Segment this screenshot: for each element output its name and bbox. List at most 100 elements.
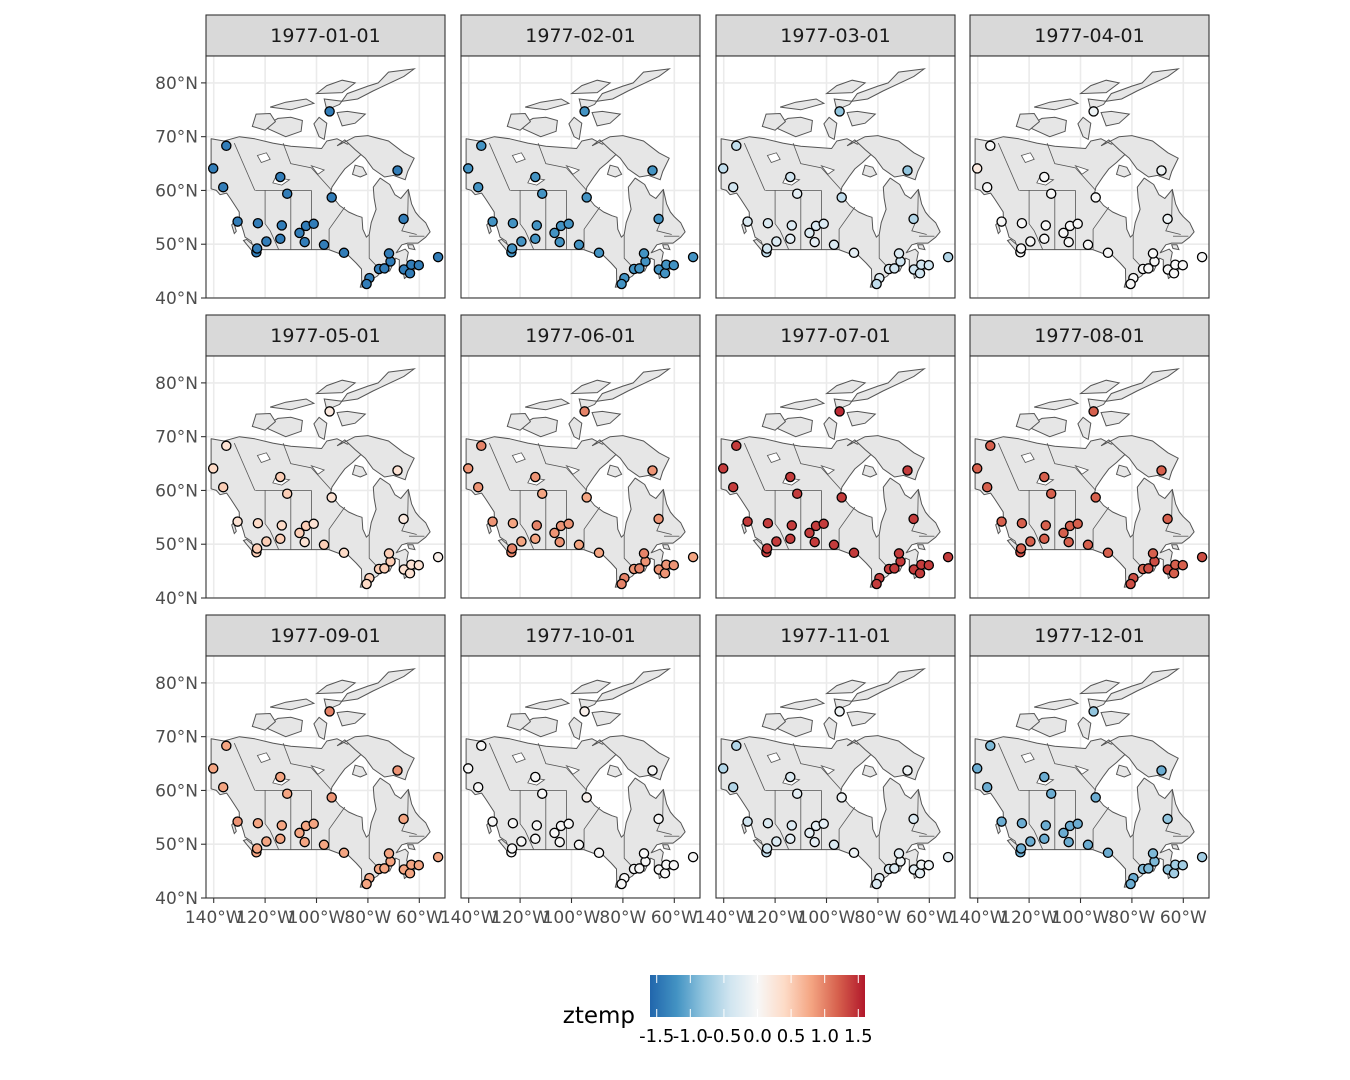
station-point (379, 563, 390, 574)
province-border (1028, 490, 1044, 550)
island (661, 244, 671, 251)
station-point (902, 765, 913, 776)
island (823, 716, 838, 741)
station-point (275, 771, 286, 783)
station-point (616, 278, 627, 290)
station-point (1088, 406, 1099, 417)
province-border (1092, 806, 1110, 850)
station-point (432, 851, 444, 863)
station-point (981, 181, 993, 193)
island (1170, 544, 1180, 551)
station-point (1040, 520, 1052, 531)
canada-mainland (465, 436, 686, 588)
island (336, 710, 367, 727)
canada-mainland (974, 736, 1195, 888)
station-point (1040, 220, 1052, 231)
facet-strip-label: 1977-04-01 (1034, 25, 1144, 47)
station-point (647, 165, 658, 176)
island (823, 116, 838, 141)
province-border (774, 790, 790, 850)
station-point (217, 181, 229, 193)
lake (820, 464, 836, 475)
panel-content (461, 656, 700, 898)
station-point (472, 781, 484, 793)
province-border (774, 490, 790, 550)
station-point (207, 763, 219, 774)
station-point (361, 278, 372, 290)
station-point (761, 543, 773, 554)
station-point (536, 488, 548, 499)
station-point (379, 863, 390, 874)
facet-strip (460, 314, 701, 357)
lake (766, 152, 781, 163)
facet-panel: 1977-09-01 (205, 614, 446, 899)
station-point (516, 836, 527, 847)
station-point (507, 517, 519, 529)
legend-tick-label: -0.5 (706, 1026, 741, 1047)
island (823, 416, 838, 441)
island (1087, 668, 1181, 711)
island (323, 368, 417, 411)
panel-border (715, 55, 956, 299)
station-point (324, 406, 335, 417)
station-point (275, 233, 286, 245)
station-point (836, 492, 847, 503)
y-tick-label: 70°N (155, 128, 198, 148)
station-point (294, 227, 305, 239)
facet-strip-label: 1977-07-01 (780, 325, 890, 347)
station-point (579, 406, 590, 417)
station-point (383, 548, 395, 559)
lake (1074, 464, 1090, 475)
station-point (818, 218, 829, 230)
station-point (516, 236, 527, 247)
station-point (834, 406, 845, 417)
island (578, 68, 672, 111)
panel-content (206, 656, 445, 898)
station-point (361, 878, 372, 890)
station-point (923, 859, 935, 871)
island (761, 712, 787, 731)
x-tick-label: 60°W (396, 908, 443, 928)
station-point (804, 527, 815, 539)
station-point (275, 171, 286, 183)
province-border (1046, 142, 1096, 191)
province-border (328, 506, 346, 550)
province-border (519, 490, 535, 550)
station-point (472, 181, 484, 193)
island (351, 764, 368, 778)
station-point (785, 771, 796, 783)
station-point (942, 551, 954, 563)
legend-ticks: -1.5-1.0-0.5 0.0 0.5 1.0 1.5 (639, 975, 873, 1047)
station-point (1025, 836, 1036, 847)
station-point (392, 765, 403, 776)
province-border (838, 506, 856, 550)
station-point (326, 492, 337, 503)
facet-panel: 1977-08-01 (969, 314, 1210, 599)
island (351, 464, 368, 478)
station-point (579, 106, 590, 117)
color-legend: ztemp -1.5-1.0-0.5 0.0 0.5 1.0 1.5 (563, 975, 873, 1047)
station-point (1177, 559, 1189, 571)
station-point (462, 463, 474, 474)
island (314, 379, 357, 395)
facet-strip-label: 1977-02-01 (525, 25, 635, 47)
station-point (232, 816, 243, 827)
panel-border (205, 355, 446, 599)
station-point (221, 740, 232, 752)
station-point (1015, 543, 1027, 554)
y-tick-label: 70°N (155, 728, 198, 748)
station-point (432, 551, 444, 563)
province-border (488, 142, 511, 191)
station-point (848, 247, 860, 259)
station-point (785, 233, 796, 245)
station-point (531, 220, 543, 231)
island (1078, 379, 1121, 395)
x-tick-label: 80°W (599, 908, 646, 928)
legend-title: ztemp (563, 1003, 635, 1029)
province-border (838, 806, 856, 850)
panel-content (970, 656, 1209, 898)
station-point (1125, 578, 1136, 590)
province-border (519, 190, 535, 250)
island (1100, 710, 1131, 727)
island (1078, 679, 1121, 695)
